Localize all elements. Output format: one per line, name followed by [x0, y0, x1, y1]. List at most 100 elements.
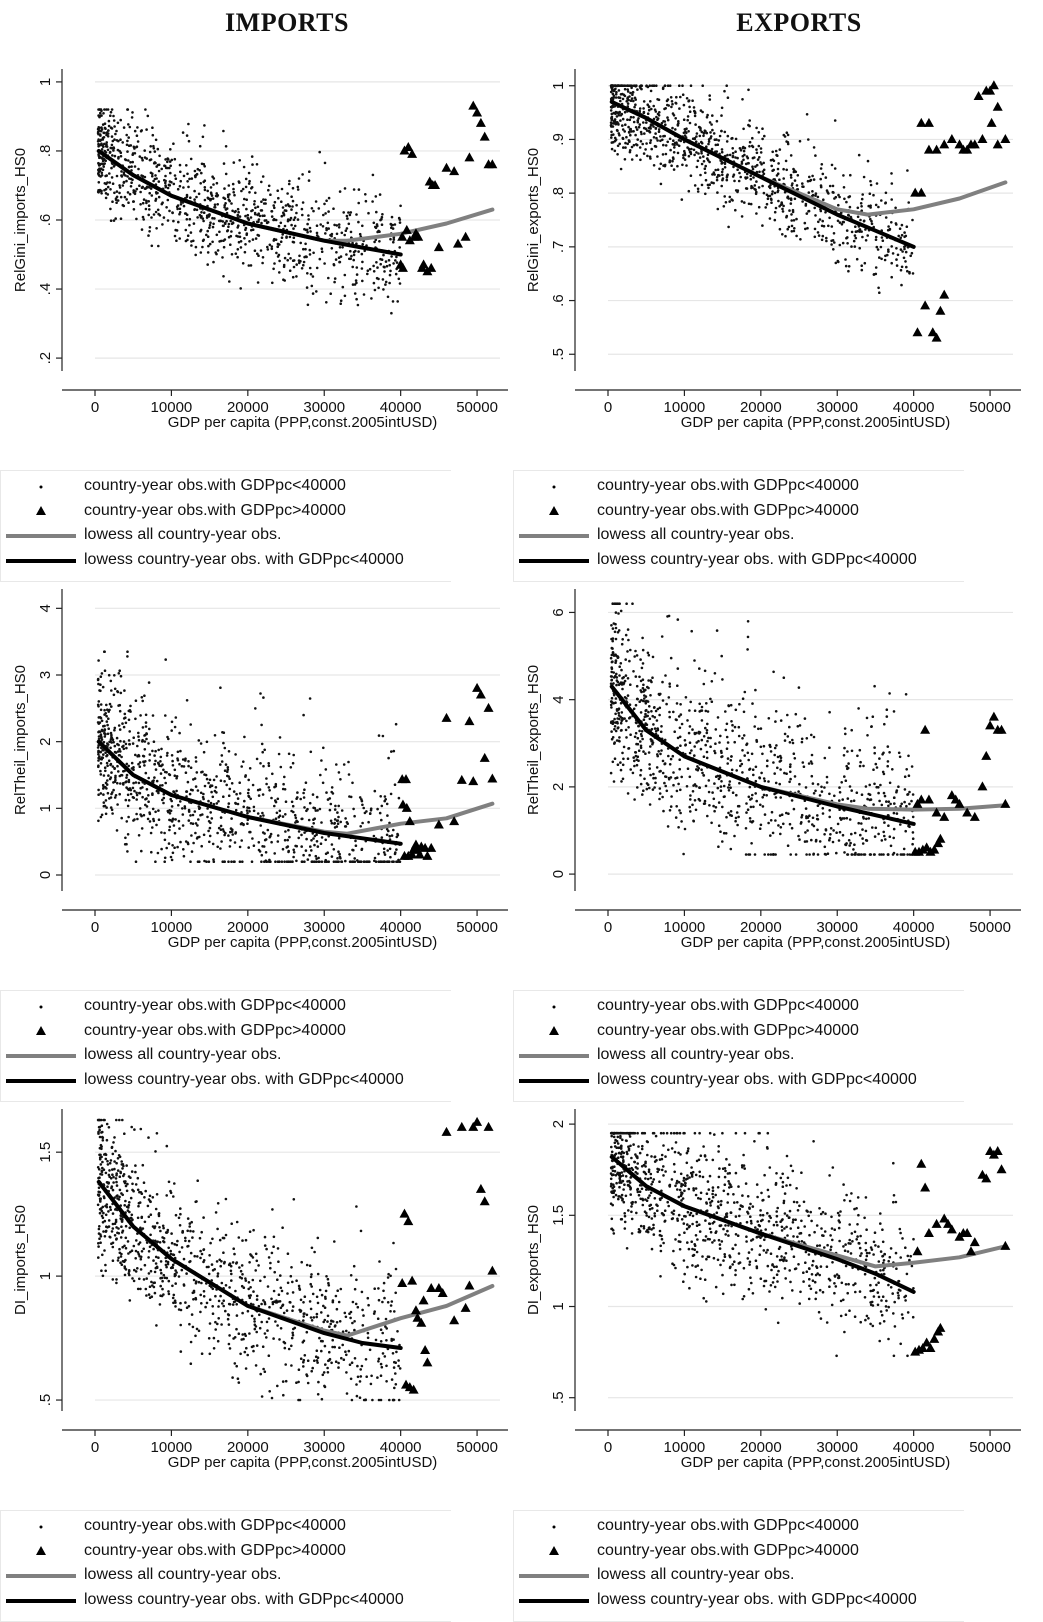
data-point — [260, 249, 263, 252]
data-point — [761, 138, 764, 141]
data-point — [222, 795, 225, 798]
data-point — [897, 785, 900, 788]
data-point — [388, 835, 391, 838]
data-point — [211, 817, 214, 820]
data-point — [617, 681, 620, 684]
data-point — [203, 751, 206, 754]
data-point — [230, 1222, 233, 1225]
data-point — [213, 779, 216, 782]
data-point — [273, 262, 276, 265]
data-point — [160, 748, 163, 751]
data-point — [641, 637, 644, 640]
data-point — [107, 727, 110, 730]
data-point — [677, 120, 680, 123]
data-point — [887, 745, 890, 748]
data-point — [866, 798, 869, 801]
data-point — [317, 845, 320, 848]
data-point — [207, 782, 210, 785]
data-point — [752, 176, 755, 179]
data-point — [384, 795, 387, 798]
data-point — [752, 820, 755, 823]
data-point — [861, 193, 864, 196]
data-point — [662, 153, 665, 156]
data-point — [758, 776, 761, 779]
data-point — [649, 718, 652, 721]
data-point — [689, 776, 692, 779]
data-point — [312, 1293, 315, 1296]
data-point — [889, 782, 892, 785]
data-point — [709, 98, 712, 101]
data-point — [758, 145, 761, 148]
data-point — [668, 778, 671, 781]
data-point — [185, 771, 188, 774]
data-point — [721, 162, 724, 165]
data-point — [695, 741, 698, 744]
data-point — [158, 180, 161, 183]
data-point — [613, 780, 616, 783]
data-point — [725, 816, 728, 819]
data-point — [636, 144, 639, 147]
data-point — [154, 860, 157, 863]
data-point — [780, 759, 783, 762]
data-point — [247, 1310, 250, 1313]
data-point — [342, 211, 345, 214]
data-point — [340, 255, 343, 258]
data-point — [123, 205, 126, 208]
data-point — [174, 818, 177, 821]
data-point — [720, 780, 723, 783]
data-point — [646, 155, 649, 158]
data-point — [106, 708, 109, 711]
data-point — [344, 825, 347, 828]
data-point — [112, 149, 115, 152]
data-point — [865, 818, 868, 821]
data-point — [222, 130, 225, 133]
data-point — [889, 835, 892, 838]
data-point — [109, 114, 112, 117]
data-point — [709, 737, 712, 740]
data-point — [222, 1305, 225, 1308]
data-point — [629, 119, 632, 122]
data-point — [298, 1285, 301, 1288]
data-point — [651, 676, 654, 679]
data-point — [259, 850, 262, 853]
data-point — [814, 228, 817, 231]
data-point — [633, 760, 636, 763]
data-point — [319, 258, 322, 261]
data-point — [120, 692, 123, 695]
data-point — [116, 139, 119, 142]
data-point — [877, 287, 880, 290]
data-point — [770, 198, 773, 201]
data-point — [624, 88, 627, 91]
data-point — [129, 705, 132, 708]
data-point — [724, 710, 727, 713]
data-point — [123, 748, 126, 751]
data-point — [119, 119, 122, 122]
data-point — [672, 755, 675, 758]
data-point — [361, 822, 364, 825]
data-point — [790, 176, 793, 179]
data-point — [337, 850, 340, 853]
data-point — [894, 207, 897, 210]
data-point — [186, 173, 189, 176]
data-point — [817, 196, 820, 199]
data-point — [270, 210, 273, 213]
data-point — [748, 125, 751, 128]
data-point — [301, 208, 304, 211]
data-point — [698, 798, 701, 801]
data-point — [195, 822, 198, 825]
data-point — [234, 210, 237, 213]
data-point — [147, 742, 150, 745]
data-point — [239, 287, 242, 290]
data-point — [239, 215, 242, 218]
data-point — [761, 796, 764, 799]
legend-item: country-year obs.with GDPpc>40000 — [514, 1020, 964, 1044]
data-point — [706, 740, 709, 743]
data-point — [789, 771, 792, 774]
data-point — [227, 860, 230, 863]
data-point — [612, 637, 615, 640]
data-point — [662, 760, 665, 763]
data-point — [616, 722, 619, 725]
data-point — [788, 781, 791, 784]
data-point — [200, 792, 203, 795]
data-point — [297, 837, 300, 840]
